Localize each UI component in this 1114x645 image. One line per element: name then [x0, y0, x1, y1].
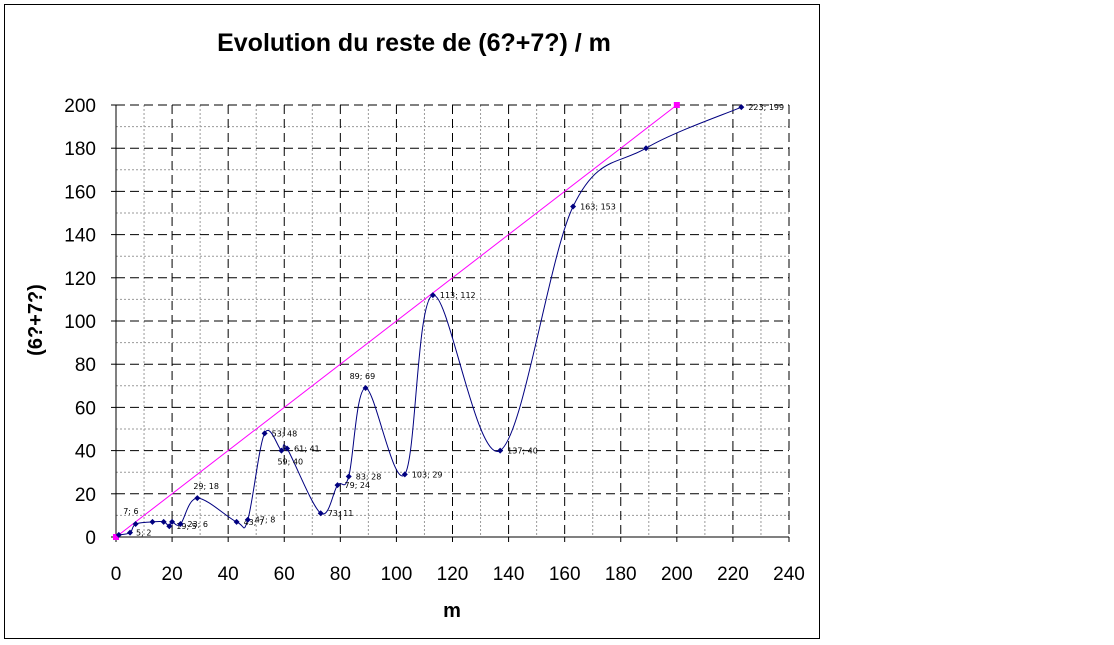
- x-tick-label: 220: [717, 564, 749, 585]
- series-layer: 5; 2 7; 6 19; 523; 6 29; 18 43; 747; 8 53; 48…: [113, 102, 784, 540]
- data-label: 103; 29: [412, 470, 443, 479]
- major-grid: [115, 104, 790, 538]
- data-point: [115, 531, 122, 538]
- data-label: 59; 40: [277, 458, 303, 467]
- data-label: 137; 40: [507, 447, 538, 456]
- x-tick-label: 140: [493, 564, 525, 585]
- data-label: 29; 18: [193, 482, 219, 491]
- data-point: [127, 529, 134, 536]
- data-point: [362, 384, 369, 391]
- x-tick-label: 20: [162, 564, 183, 585]
- data-label: 61; 41: [294, 444, 320, 453]
- data-label: 19; 5: [176, 522, 197, 531]
- y-tick-label: 40: [75, 442, 96, 463]
- x-tick-label: 200: [661, 564, 693, 585]
- x-tick-label: 240: [773, 564, 805, 585]
- x-tick-label: 100: [381, 564, 413, 585]
- y-tick-label: 100: [64, 312, 96, 333]
- data-point: [113, 534, 119, 540]
- data-point: [284, 445, 291, 452]
- data-point: [166, 523, 173, 530]
- data-point: [160, 518, 167, 525]
- x-tick-label: 40: [218, 564, 239, 585]
- data-point: [401, 471, 408, 478]
- data-label: 53; 48: [272, 429, 298, 438]
- data-label: 223; 199: [748, 103, 784, 112]
- x-tick-label: 160: [549, 564, 581, 585]
- x-tick-label: 60: [274, 564, 295, 585]
- x-tick-label: 0: [111, 564, 122, 585]
- y-tick-label: 140: [64, 226, 96, 247]
- y-tick-label: 200: [64, 96, 96, 117]
- chart-title: Evolution du reste de (6?+7?) / m: [217, 29, 611, 57]
- data-label: 47; 8: [255, 516, 276, 525]
- data-point: [194, 495, 201, 502]
- data-point: [149, 518, 156, 525]
- data-label: 79; 24: [345, 481, 371, 490]
- y-tick-label: 180: [64, 139, 96, 160]
- data-point: [317, 510, 324, 517]
- y-axis-ticks: 0 20 40 60 80 100 120 140 160 180 200: [64, 96, 116, 549]
- data-point: [169, 518, 176, 525]
- y-tick-label: 60: [75, 398, 96, 419]
- data-point: [642, 145, 649, 152]
- x-axis-title: m: [443, 600, 461, 622]
- data-label: 113; 112: [440, 291, 476, 300]
- x-tick-label: 80: [330, 564, 351, 585]
- data-label: 83; 28: [356, 473, 382, 482]
- data-label: 163; 153: [580, 203, 616, 212]
- data-label: 89; 69: [350, 372, 376, 381]
- data-point: [345, 473, 352, 480]
- data-point: [497, 447, 504, 454]
- reference-line: [115, 104, 678, 538]
- data-point: [261, 430, 268, 437]
- data-point: [177, 521, 184, 528]
- data-point: [673, 102, 680, 108]
- data-label: 5; 2: [136, 529, 151, 538]
- data-label: 7; 6: [123, 507, 138, 516]
- data-point: [233, 518, 240, 525]
- data-point: [278, 447, 285, 454]
- data-label: 43; 7: [244, 518, 265, 527]
- x-axis-ticks: 0 20 40 60 80 100 120 140 160 180 200 220 240: [111, 537, 805, 585]
- data-point: [132, 521, 139, 528]
- x-tick-label: 120: [437, 564, 469, 585]
- data-label: 73; 11: [328, 509, 354, 518]
- data-point: [738, 104, 745, 111]
- data-point: [570, 203, 577, 210]
- data-point: [334, 482, 341, 489]
- y-tick-label: 160: [64, 182, 96, 203]
- y-axis-title: (6?+7?): [25, 284, 47, 356]
- data-label: 23; 6: [187, 520, 208, 529]
- y-tick-label: 120: [64, 269, 96, 290]
- x-tick-label: 180: [605, 564, 637, 585]
- data-point: [244, 516, 251, 523]
- y-tick-label: 0: [85, 528, 96, 549]
- data-point: [429, 292, 436, 299]
- y-tick-label: 80: [75, 355, 96, 376]
- y-tick-label: 20: [75, 485, 96, 506]
